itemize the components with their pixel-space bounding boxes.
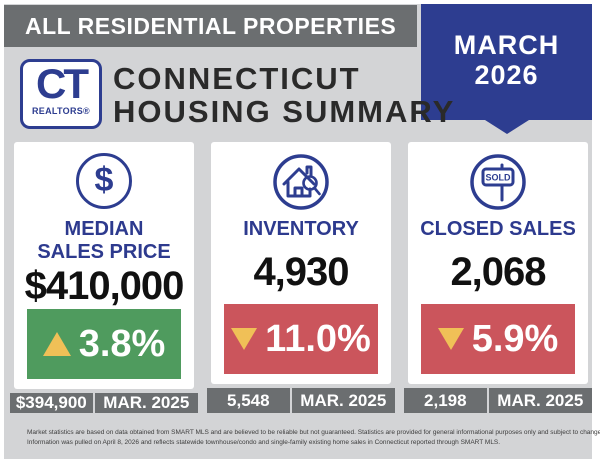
logo-subtext: REALTORS® [31,106,90,116]
previous-period: MAR. 2025 [497,390,584,410]
stat-cards-row: $ MEDIAN SALES PRICE $410,000 3.8% $394,… [10,142,592,413]
disclaimer-line2: Information was pulled on April 8, 2026 … [27,438,501,446]
month-ribbon: MARCH 2026 [421,4,592,120]
change-percent: 3.8% [78,322,166,365]
disclaimer: Market statistics are based on data obta… [27,428,600,447]
change-percent: 5.9% [471,317,559,360]
median-sales-price-column: $ MEDIAN SALES PRICE $410,000 3.8% $394,… [10,142,198,413]
page-title-line1: CONNECTICUT [113,61,361,96]
top-banner: ALL RESIDENTIAL PROPERTIES [4,5,417,47]
sold-sign-text: SOLD [485,173,511,183]
previous-period: MAR. 2025 [300,390,387,410]
disclaimer-line1: Market statistics are based on data obta… [27,429,600,436]
median-sales-price-card: $ MEDIAN SALES PRICE $410,000 3.8% [14,142,194,389]
ct-realtors-logo: CT REALTORS® [20,59,102,129]
previous-year-bar: 2,198 MAR. 2025 [404,388,592,413]
card-value: 4,930 [253,250,349,294]
previous-period: MAR. 2025 [103,393,190,412]
previous-year-bar: 5,548 MAR. 2025 [207,388,395,413]
up-triangle-icon [42,332,71,356]
change-badge-up: 3.8% [27,309,181,379]
icon-wrap [211,153,391,211]
previous-value: $394,900 [10,393,95,413]
change-badge-down: 5.9% [421,304,575,374]
down-triangle-icon [231,328,258,350]
page-background: ALL RESIDENTIAL PROPERTIES MARCH 2026 CT… [4,4,600,459]
banner-title: ALL RESIDENTIAL PROPERTIES [25,13,397,39]
inventory-column: INVENTORY 4,930 11.0% 5,548 MAR. 2025 [207,142,395,413]
inventory-card: INVENTORY 4,930 11.0% [211,142,391,384]
ribbon-year: 2026 [474,60,539,90]
dollar-glyph: $ [94,161,114,199]
closed-sales-card: SOLD CLOSED SALES 2,068 5.9% [408,142,588,384]
icon-wrap: SOLD [408,153,588,211]
icon-wrap: $ [14,153,194,211]
page-title-line2: HOUSING SUMMARY [113,94,456,129]
change-percent: 11.0% [265,317,371,360]
ribbon-pointer [485,120,529,134]
change-badge-down: 11.0% [224,304,378,374]
card-label-line1: INVENTORY [243,218,359,240]
card-label: INVENTORY [211,218,391,241]
previous-value: 2,198 [404,388,489,413]
card-label-line1: MEDIAN [64,218,144,240]
page-title: CONNECTICUT HOUSING SUMMARY [113,62,455,128]
card-label: CLOSED SALES [408,218,588,241]
logo-initials: CT [36,60,89,107]
closed-sales-column: SOLD CLOSED SALES 2,068 5.9% 2,198 MAR. … [404,142,592,413]
card-label-line1: CLOSED SALES [420,218,576,240]
previous-value: 5,548 [207,388,292,413]
card-label: MEDIAN SALES PRICE [14,218,194,264]
previous-year-bar: $394,900 MAR. 2025 [10,393,198,413]
dollar-circle-icon: $ [76,153,132,209]
card-label-line2: SALES PRICE [37,241,171,263]
house-search-icon [272,153,330,211]
ribbon-month: MARCH [453,30,560,60]
down-triangle-icon [437,328,464,350]
sold-sign-icon: SOLD [469,153,527,211]
card-value: $410,000 [24,264,185,308]
card-value: 2,068 [450,250,546,294]
